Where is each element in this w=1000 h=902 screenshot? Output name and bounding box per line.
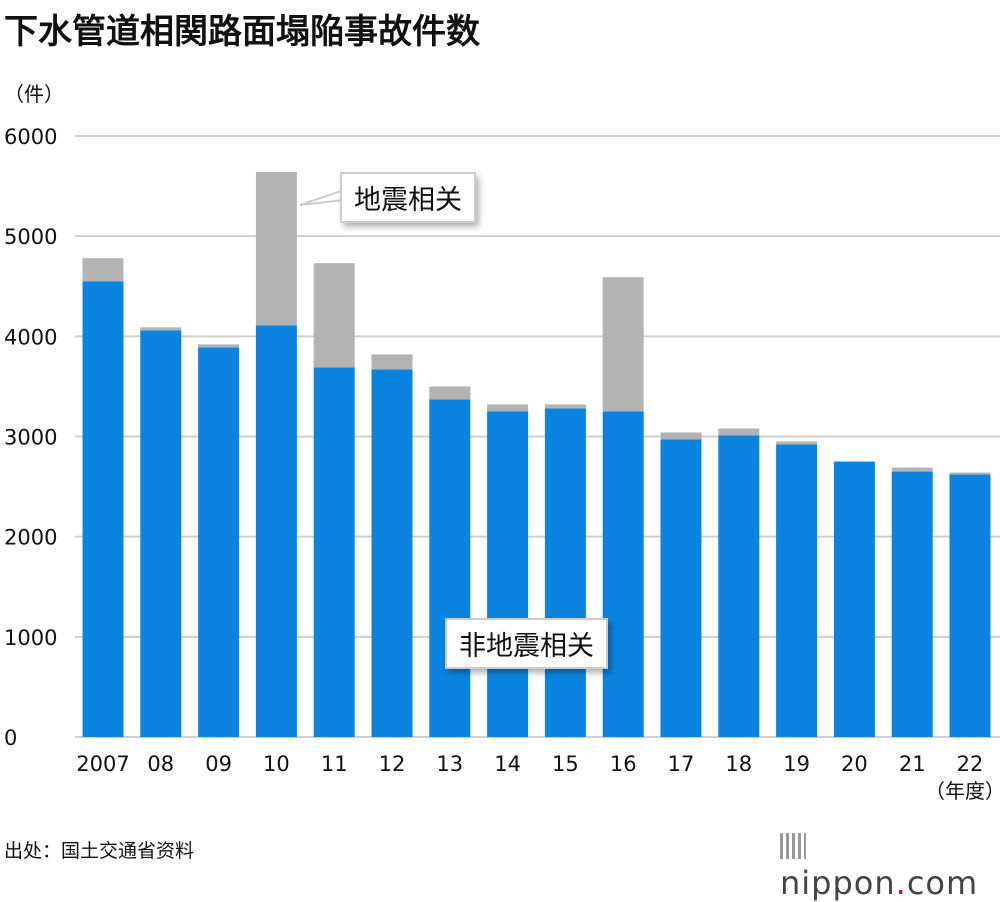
x-tick-label: 09 bbox=[205, 752, 232, 776]
logo-dot: . bbox=[895, 864, 907, 902]
x-tick-label: 10 bbox=[263, 752, 290, 776]
bar-earthquake bbox=[313, 263, 355, 368]
x-tick-label: 19 bbox=[783, 752, 810, 776]
y-tick-label: 0 bbox=[4, 726, 17, 750]
bar-non-earthquake bbox=[313, 367, 355, 737]
bar-earthquake bbox=[198, 344, 240, 348]
bar-earthquake bbox=[487, 404, 529, 412]
x-tick-label: 16 bbox=[610, 752, 637, 776]
bar-earthquake bbox=[140, 327, 182, 331]
bar-earthquake bbox=[776, 441, 818, 445]
x-tick-label: 13 bbox=[436, 752, 463, 776]
bar-earthquake bbox=[660, 432, 702, 440]
x-axis-unit: （年度） bbox=[925, 779, 1000, 803]
x-tick-label: 18 bbox=[725, 752, 752, 776]
x-tick-label: 21 bbox=[899, 752, 926, 776]
bar-earthquake bbox=[255, 172, 297, 326]
bar-non-earthquake bbox=[487, 411, 529, 737]
x-tick-label: 2007 bbox=[76, 752, 129, 776]
bar-non-earthquake bbox=[198, 347, 240, 737]
x-tick-label: 11 bbox=[321, 752, 348, 776]
y-tick-label: 5000 bbox=[4, 225, 57, 249]
legend-label-earthquake: 地震相关 bbox=[340, 172, 476, 223]
logo-text-end: com bbox=[906, 864, 979, 902]
legend-label-non-earthquake: 非地震相关 bbox=[445, 618, 608, 669]
chart-title: 下水管道相関路面塌陥事故件数 bbox=[4, 12, 480, 52]
bar-non-earthquake bbox=[718, 435, 760, 737]
logo-text: nippon bbox=[780, 864, 896, 902]
x-tick-label: 22 bbox=[957, 752, 984, 776]
bar-earthquake bbox=[949, 472, 991, 475]
x-tick-label: 20 bbox=[841, 752, 868, 776]
y-tick-label: 4000 bbox=[4, 325, 57, 349]
stacked-bar-chart: 0 1000 2000 3000 4000 5000 6000 2007 08 09 10 11 12 1… bbox=[4, 125, 1000, 776]
bar-earthquake bbox=[544, 404, 586, 409]
bar-non-earthquake bbox=[544, 408, 586, 737]
bar-earthquake bbox=[429, 386, 471, 400]
callout-pointer bbox=[299, 188, 345, 206]
logo-icon bbox=[780, 833, 806, 859]
x-tick-label: 15 bbox=[552, 752, 579, 776]
bar-earthquake bbox=[371, 354, 413, 370]
x-tick-label: 12 bbox=[379, 752, 406, 776]
bar-non-earthquake bbox=[140, 330, 182, 737]
y-tick-label: 3000 bbox=[4, 426, 57, 450]
bar-non-earthquake bbox=[660, 439, 702, 737]
bar-non-earthquake bbox=[82, 281, 124, 737]
nippon-logo: nippon.com bbox=[780, 826, 1000, 902]
y-axis-unit: （件） bbox=[4, 82, 64, 106]
x-tick-label: 14 bbox=[494, 752, 521, 776]
bar-earthquake bbox=[891, 467, 933, 472]
y-tick-label: 2000 bbox=[4, 526, 57, 550]
bar-non-earthquake bbox=[949, 474, 991, 737]
bar-non-earthquake bbox=[602, 411, 644, 737]
source-note: 出处：国土交通省资料 bbox=[4, 840, 195, 862]
bar-non-earthquake bbox=[429, 399, 471, 737]
bar-earthquake bbox=[718, 428, 760, 436]
x-tick-label: 08 bbox=[147, 752, 174, 776]
x-tick-label: 17 bbox=[668, 752, 695, 776]
y-tick-label: 1000 bbox=[4, 626, 57, 650]
bar-earthquake bbox=[82, 258, 124, 282]
bar-non-earthquake bbox=[833, 461, 875, 737]
bar-non-earthquake bbox=[776, 444, 818, 737]
bar-non-earthquake bbox=[371, 369, 413, 737]
y-tick-label: 6000 bbox=[4, 125, 57, 149]
bar-earthquake bbox=[602, 277, 644, 412]
bar-non-earthquake bbox=[255, 325, 297, 737]
bar-non-earthquake bbox=[891, 471, 933, 737]
